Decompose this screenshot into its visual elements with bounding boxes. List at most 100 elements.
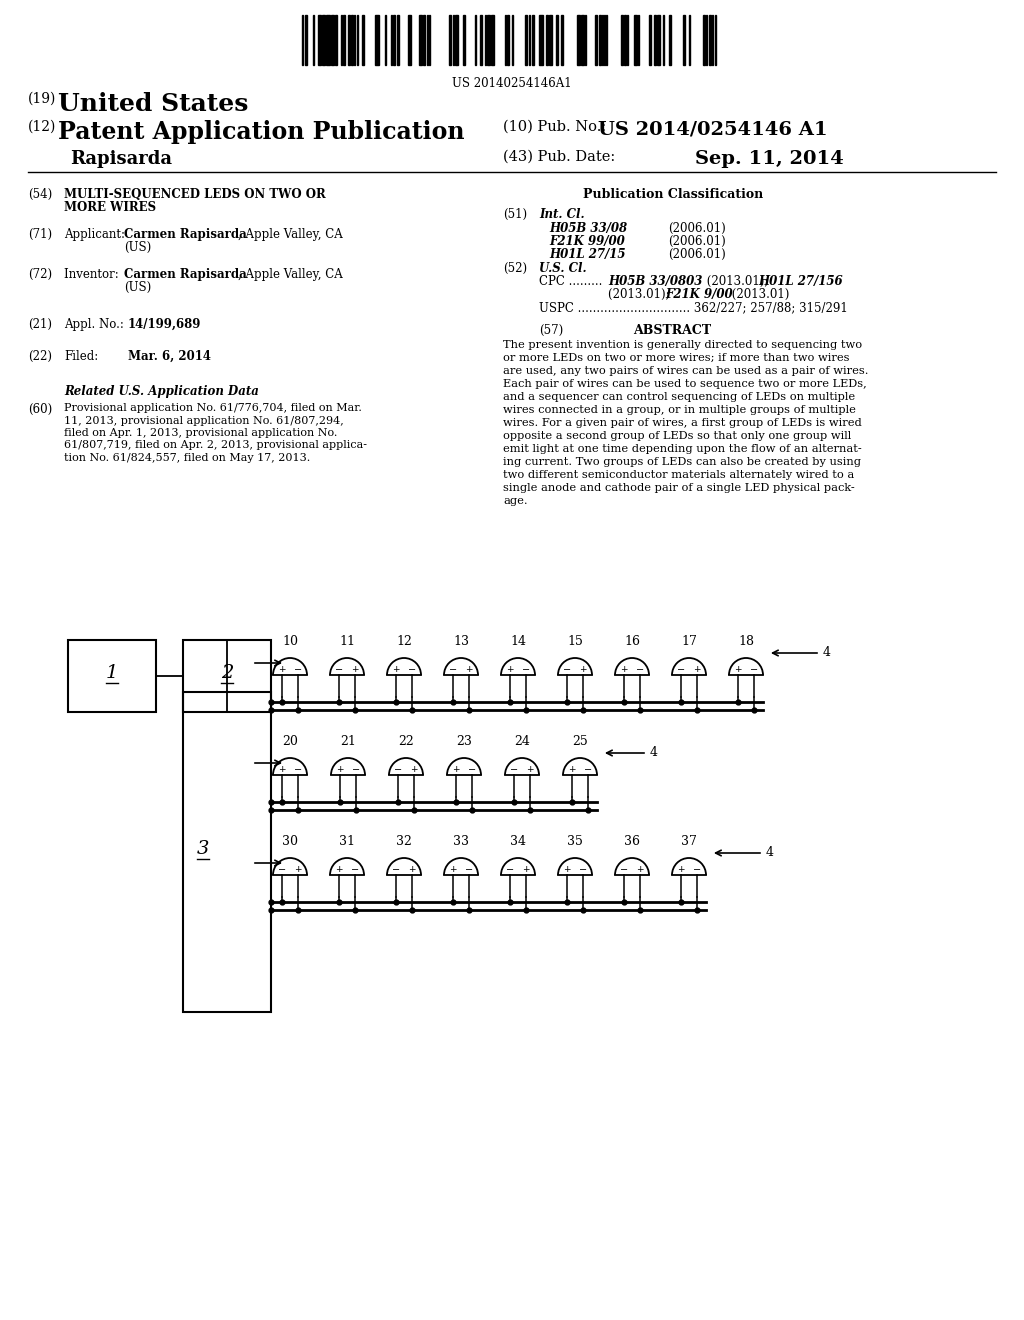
Bar [621, 15, 623, 65]
Text: 30: 30 [282, 836, 298, 847]
Text: +: + [279, 766, 286, 775]
Text: +: + [336, 766, 344, 775]
Bar [455, 15, 458, 65]
Text: +: + [677, 866, 685, 874]
Text: +: + [465, 665, 473, 675]
Text: 10: 10 [282, 635, 298, 648]
Text: (10) Pub. No.:: (10) Pub. No.: [503, 120, 611, 135]
Text: (51): (51) [503, 209, 527, 220]
Text: Carmen Rapisarda: Carmen Rapisarda [124, 228, 247, 242]
Text: −: − [408, 665, 416, 675]
Text: and a sequencer can control sequencing of LEDs on multiple: and a sequencer can control sequencing o… [503, 392, 855, 403]
Bar [546, 15, 548, 65]
Text: −: − [351, 865, 359, 875]
Bar [539, 15, 543, 65]
Text: 23: 23 [456, 735, 472, 748]
Text: 25: 25 [572, 735, 588, 748]
Text: (12): (12) [28, 120, 56, 135]
Bar [348, 15, 350, 65]
Text: 33: 33 [453, 836, 469, 847]
Text: +: + [526, 766, 534, 775]
Text: (2013.01);: (2013.01); [608, 288, 674, 301]
Text: H01L 27/156: H01L 27/156 [758, 275, 843, 288]
Bar [654, 15, 656, 65]
Text: −: − [278, 865, 286, 875]
Bar [68, 640, 156, 711]
Text: +: + [621, 665, 628, 675]
Bar [581, 15, 584, 65]
Text: 12: 12 [396, 635, 412, 648]
Text: −: − [563, 665, 571, 675]
Text: −: − [506, 865, 514, 875]
Text: 36: 36 [624, 836, 640, 847]
Text: Related U.S. Application Data: Related U.S. Application Data [63, 385, 259, 399]
Text: −: − [394, 766, 402, 775]
Text: −: − [352, 766, 360, 775]
Text: 61/807,719, filed on Apr. 2, 2013, provisional applica-: 61/807,719, filed on Apr. 2, 2013, provi… [63, 441, 367, 450]
Text: +: + [294, 866, 302, 874]
Text: ing current. Two groups of LEDs can also be created by using: ing current. Two groups of LEDs can also… [503, 457, 861, 467]
Text: Applicant:: Applicant: [63, 228, 129, 242]
Text: −: − [335, 665, 343, 675]
Bar [595, 15, 597, 65]
Text: filed on Apr. 1, 2013, provisional application No.: filed on Apr. 1, 2013, provisional appli… [63, 428, 337, 438]
Text: 18: 18 [738, 635, 754, 648]
Text: +: + [279, 665, 286, 675]
Bar [549, 15, 552, 65]
Text: 21: 21 [340, 735, 356, 748]
Text: +: + [392, 665, 399, 675]
Text: 24: 24 [514, 735, 530, 748]
Bar [532, 15, 534, 65]
Bar [634, 15, 637, 65]
Text: 3: 3 [197, 840, 209, 858]
Text: emit light at one time depending upon the flow of an alternat-: emit light at one time depending upon th… [503, 444, 862, 454]
Text: ABSTRACT: ABSTRACT [633, 323, 711, 337]
Text: −: − [294, 766, 302, 775]
Text: 35: 35 [567, 836, 583, 847]
Text: 16: 16 [624, 635, 640, 648]
Text: (2006.01): (2006.01) [668, 248, 726, 261]
Text: −: − [693, 865, 701, 875]
Text: , Apple Valley, CA: , Apple Valley, CA [238, 228, 343, 242]
Text: 14/199,689: 14/199,689 [128, 318, 202, 331]
Text: 32: 32 [396, 836, 412, 847]
Text: wires. For a given pair of wires, a first group of LEDs is wired: wires. For a given pair of wires, a firs… [503, 418, 862, 428]
Text: Provisional application No. 61/776,704, filed on Mar.: Provisional application No. 61/776,704, … [63, 403, 361, 413]
Bar [556, 15, 558, 65]
Text: +: + [450, 866, 457, 874]
Bar [183, 640, 271, 711]
Text: 1: 1 [105, 664, 118, 682]
Text: +: + [568, 766, 575, 775]
Text: MULTI-SEQUENCED LEDS ON TWO OR: MULTI-SEQUENCED LEDS ON TWO OR [63, 187, 326, 201]
Text: +: + [693, 665, 700, 675]
Text: US 20140254146A1: US 20140254146A1 [453, 77, 571, 90]
Bar [463, 15, 465, 65]
Bar [490, 15, 494, 65]
Text: (2006.01): (2006.01) [668, 222, 726, 235]
Text: 4: 4 [823, 647, 831, 660]
Text: −: − [584, 766, 592, 775]
Text: The present invention is generally directed to sequencing two: The present invention is generally direc… [503, 341, 862, 350]
Bar [305, 15, 307, 65]
Text: 20: 20 [282, 735, 298, 748]
Bar [480, 15, 482, 65]
Bar [487, 15, 490, 65]
Text: 37: 37 [681, 836, 697, 847]
Text: 4: 4 [650, 747, 658, 759]
Text: −: − [636, 665, 644, 675]
Text: two different semiconductor materials alternately wired to a: two different semiconductor materials al… [503, 470, 854, 480]
Text: opposite a second group of LEDs so that only one group will: opposite a second group of LEDs so that … [503, 432, 851, 441]
Text: −: − [620, 865, 628, 875]
Text: H05B 33/0803: H05B 33/0803 [608, 275, 702, 288]
Text: +: + [522, 866, 529, 874]
Bar [525, 15, 527, 65]
Bar [351, 15, 353, 65]
Text: 4: 4 [766, 846, 774, 859]
Text: (2013.01): (2013.01) [728, 288, 790, 301]
Bar [561, 15, 563, 65]
Text: or more LEDs on two or more wires; if more than two wires: or more LEDs on two or more wires; if mo… [503, 352, 850, 363]
Text: F21K 99/00: F21K 99/00 [549, 235, 625, 248]
Bar [709, 15, 711, 65]
Bar [393, 15, 395, 65]
Text: Rapisarda: Rapisarda [70, 150, 172, 168]
